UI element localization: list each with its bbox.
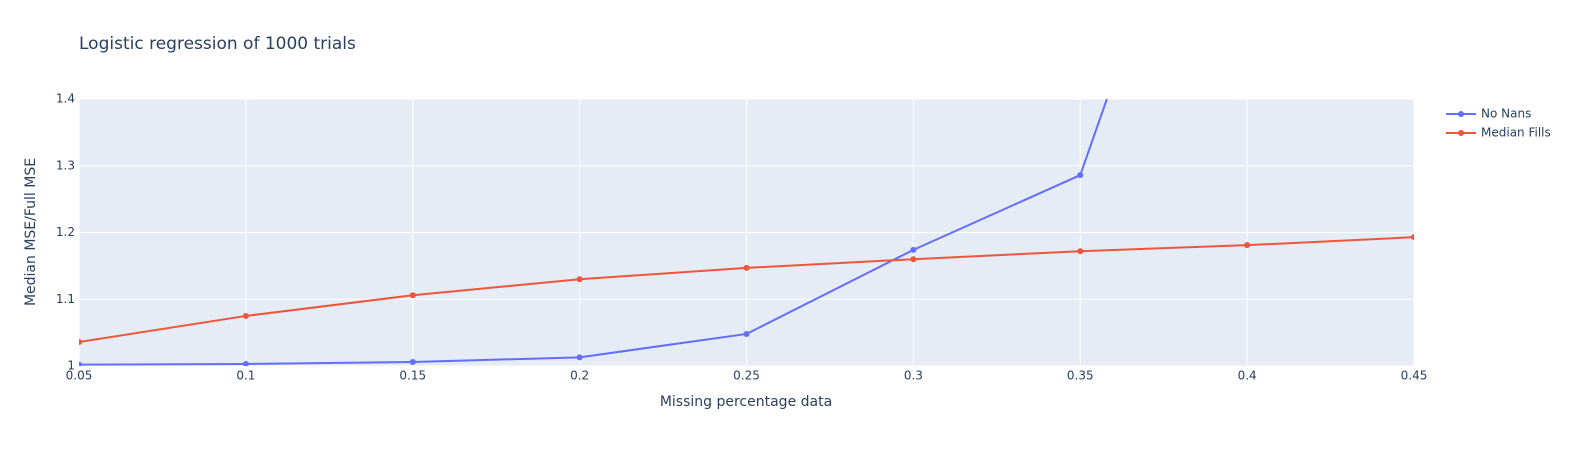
data-point (910, 256, 917, 263)
legend-label: No Nans (1481, 107, 1531, 121)
data-point (576, 276, 583, 283)
chart-title: Logistic regression of 1000 trials (79, 34, 356, 54)
x-tick-label: 0.2 (570, 369, 589, 383)
data-point (1077, 248, 1084, 255)
data-point (242, 312, 249, 319)
data-point (743, 264, 750, 271)
data-point (1244, 242, 1251, 249)
data-point (743, 330, 750, 337)
x-tick-label: 0.45 (1401, 369, 1428, 383)
legend-marker (1458, 130, 1464, 136)
legend-label: Median Fills (1481, 126, 1551, 140)
data-point (1411, 234, 1414, 241)
data-point (79, 361, 82, 366)
data-point (409, 292, 416, 299)
y-tick-label: 1.4 (56, 92, 75, 106)
x-tick-label: 0.05 (66, 369, 93, 383)
data-point (910, 246, 917, 253)
x-axis-title: Missing percentage data (660, 394, 832, 410)
x-tick-label: 0.15 (399, 369, 426, 383)
data-point (576, 354, 583, 361)
data-point (1077, 172, 1084, 179)
data-point (242, 360, 249, 366)
y-tick-label: 1.3 (56, 158, 75, 172)
data-point (79, 338, 82, 345)
x-tick-label: 0.25 (733, 369, 760, 383)
x-tick-label: 0.4 (1238, 369, 1257, 383)
x-tick-label: 0.3 (904, 369, 923, 383)
legend-marker (1458, 111, 1464, 117)
data-point (409, 358, 416, 365)
y-tick-label: 1.2 (56, 225, 75, 239)
x-tick-label: 0.1 (236, 369, 255, 383)
y-axis-title: Median MSE/Full MSE (23, 158, 39, 306)
x-tick-label: 0.35 (1067, 369, 1094, 383)
y-tick-label: 1.1 (56, 292, 75, 306)
y-tick-label: 1 (67, 359, 75, 373)
